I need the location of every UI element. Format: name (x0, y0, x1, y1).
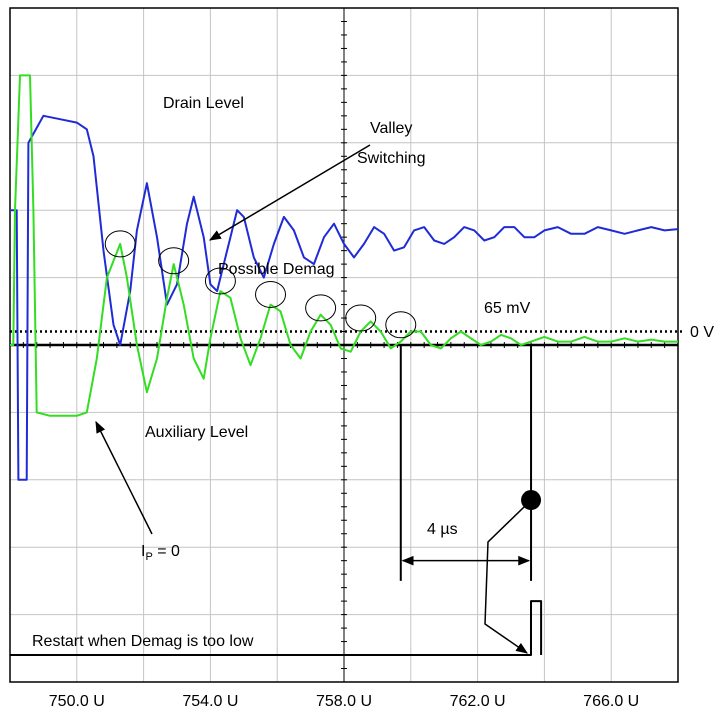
annotations: Drain Level Valley Switching Possible De… (32, 95, 714, 650)
demag-circle (255, 280, 287, 308)
valley-label-line1: Valley (370, 120, 412, 137)
ip-zero-arrow (95, 420, 153, 535)
x-tick-label: 766.0 U (583, 693, 639, 710)
restart-label: Restart when Demag is too low (32, 633, 254, 650)
interval-label: 4 µs (427, 521, 458, 538)
zero-volt-label: 0 V (690, 324, 714, 341)
demag-circle (158, 247, 190, 275)
ip-zero-label: IP = 0 (141, 543, 180, 563)
drain-level-label: Drain Level (163, 95, 244, 112)
plot-area (10, 74, 682, 656)
auxiliary-level-label: Auxiliary Level (145, 424, 248, 441)
series-restart (10, 600, 543, 656)
valley-label-line2: Switching (357, 150, 425, 167)
x-tick-label: 762.0 U (450, 693, 506, 710)
x-tick-label: 754.0 U (182, 693, 238, 710)
threshold-label: 65 mV (484, 300, 531, 317)
demag-circle (104, 230, 136, 258)
x-tick-labels: 750.0 U 754.0 U 758.0 U 762.0 U 766.0 U (49, 693, 639, 710)
x-tick-label: 750.0 U (49, 693, 105, 710)
series-auxiliary-level (10, 74, 678, 417)
demag-circle (204, 267, 236, 295)
demag-circle (305, 294, 337, 322)
valley-switching-arrow (208, 144, 371, 241)
demag-circle (345, 304, 377, 332)
restart-leader-arrow (484, 505, 528, 654)
restart-dot (521, 490, 542, 511)
series-drain-level (10, 114, 679, 481)
demag-circle (385, 311, 417, 339)
possible-demag-label: Possible Demag (218, 261, 335, 278)
x-tick-label: 758.0 U (316, 693, 372, 710)
